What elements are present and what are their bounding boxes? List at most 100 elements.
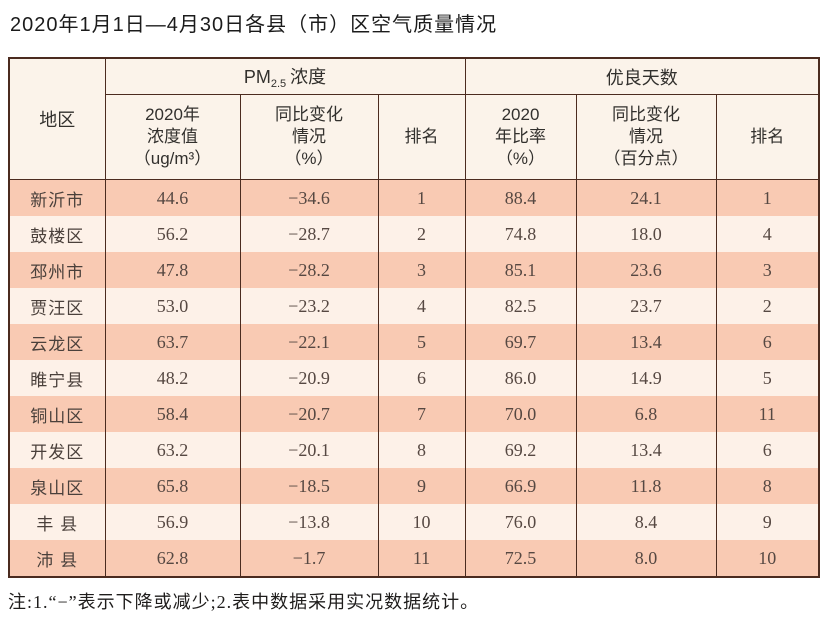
- good-change-cell: 23.6: [575, 252, 717, 288]
- good-rate-column-header: 2020 年比率 （%）: [464, 94, 577, 180]
- pm25-change-cell: −1.7: [239, 540, 379, 577]
- region-cell: 铜山区: [8, 396, 106, 432]
- pm25-value-cell: 58.4: [104, 396, 241, 432]
- good-rank-cell: 4: [715, 216, 820, 252]
- pm25-rank-column-header: 排名: [377, 94, 466, 180]
- air-quality-table: 地区 PM2.5 浓度 优良天数 2020年 浓度值 （ug/m³） 同比变化 情…: [8, 57, 820, 578]
- good-rate-cell: 74.8: [464, 216, 577, 252]
- good-rank-cell: 3: [715, 252, 820, 288]
- good-rank-cell: 1: [715, 179, 820, 216]
- good-change-cell: 6.8: [575, 396, 717, 432]
- pm25-value-cell: 48.2: [104, 360, 241, 396]
- pm25-rank-cell: 9: [377, 468, 466, 504]
- good-rate-cell: 82.5: [464, 288, 577, 324]
- pm25-rank-cell: 3: [377, 252, 466, 288]
- pm25-change-cell: −20.1: [239, 432, 379, 468]
- good-rank-cell: 9: [715, 504, 820, 540]
- pm25-change-cell: −13.8: [239, 504, 379, 540]
- good-rate-cell: 69.7: [464, 324, 577, 360]
- pm25-change-cell: −28.7: [239, 216, 379, 252]
- pm25-value-cell: 62.8: [104, 540, 241, 577]
- good-rate-cell: 85.1: [464, 252, 577, 288]
- region-cell: 贾汪区: [8, 288, 106, 324]
- good-rank-cell: 6: [715, 432, 820, 468]
- good-change-cell: 11.8: [575, 468, 717, 504]
- good-days-group-header: 优良天数: [464, 58, 820, 95]
- good-change-cell: 18.0: [575, 216, 717, 252]
- good-change-cell: 8.0: [575, 540, 717, 577]
- pm25-value-cell: 63.7: [104, 324, 241, 360]
- pm25-change-cell: −28.2: [239, 252, 379, 288]
- good-rank-cell: 10: [715, 540, 820, 577]
- pm25-value-cell: 44.6: [104, 179, 241, 216]
- table-row: 邳州市 47.8 −28.2 3 85.1 23.6 3: [8, 252, 820, 288]
- pm25-label-subscript: 2.5: [270, 78, 287, 90]
- good-rank-cell: 5: [715, 360, 820, 396]
- pm25-rank-cell: 8: [377, 432, 466, 468]
- good-rank-column-header: 排名: [715, 94, 820, 180]
- good-change-cell: 13.4: [575, 324, 717, 360]
- region-cell: 泉山区: [8, 468, 106, 504]
- table-row: 云龙区 63.7 −22.1 5 69.7 13.4 6: [8, 324, 820, 360]
- good-change-cell: 14.9: [575, 360, 717, 396]
- table-row: 贾汪区 53.0 −23.2 4 82.5 23.7 2: [8, 288, 820, 324]
- region-cell: 新沂市: [8, 179, 106, 216]
- pm25-value-cell: 63.2: [104, 432, 241, 468]
- pm25-rank-cell: 10: [377, 504, 466, 540]
- table-row: 铜山区 58.4 −20.7 7 70.0 6.8 11: [8, 396, 820, 432]
- good-rate-cell: 70.0: [464, 396, 577, 432]
- pm25-value-cell: 56.2: [104, 216, 241, 252]
- table-row: 丰 县 56.9 −13.8 10 76.0 8.4 9: [8, 504, 820, 540]
- table-header-sub-row: 2020年 浓度值 （ug/m³） 同比变化 情况 （%） 排名 2020 年比…: [9, 94, 820, 180]
- air-quality-table-wrapper: 地区 PM2.5 浓度 优良天数 2020年 浓度值 （ug/m³） 同比变化 情…: [8, 57, 820, 578]
- pm25-change-cell: −22.1: [239, 324, 379, 360]
- good-rate-cell: 76.0: [464, 504, 577, 540]
- pm25-rank-cell: 5: [377, 324, 466, 360]
- region-cell: 邳州市: [8, 252, 106, 288]
- pm25-rank-cell: 1: [377, 179, 466, 216]
- pm25-rank-cell: 7: [377, 396, 466, 432]
- good-rate-cell: 86.0: [464, 360, 577, 396]
- region-cell: 开发区: [8, 432, 106, 468]
- good-change-cell: 8.4: [575, 504, 717, 540]
- region-cell: 云龙区: [8, 324, 106, 360]
- footnote: 注:1.“−”表示下降或减少;2.表中数据采用实况数据统计。: [8, 592, 480, 612]
- good-rate-cell: 88.4: [464, 179, 577, 216]
- pm25-label-prefix: PM: [243, 67, 271, 87]
- pm25-change-cell: −34.6: [239, 179, 379, 216]
- pm25-rank-cell: 2: [377, 216, 466, 252]
- region-cell: 丰 县: [8, 504, 106, 540]
- good-change-cell: 13.4: [575, 432, 717, 468]
- pm25-value-cell: 47.8: [104, 252, 241, 288]
- pm25-rank-cell: 11: [377, 540, 466, 577]
- pm25-label-suffix: 浓度: [290, 67, 327, 87]
- good-change-column-header: 同比变化 情况 （百分点）: [575, 94, 717, 180]
- good-change-cell: 23.7: [575, 288, 717, 324]
- pm25-value-cell: 65.8: [104, 468, 241, 504]
- pm25-change-cell: −20.9: [239, 360, 379, 396]
- pm25-change-cell: −18.5: [239, 468, 379, 504]
- table-header-group-row: 地区 PM2.5 浓度 优良天数: [8, 58, 820, 180]
- region-cell: 沛 县: [8, 540, 106, 577]
- region-cell: 鼓楼区: [8, 216, 106, 252]
- good-change-cell: 24.1: [575, 179, 717, 216]
- pm25-value-column-header: 2020年 浓度值 （ug/m³）: [104, 94, 241, 180]
- region-column-header: 地区: [8, 58, 106, 180]
- table-row: 开发区 63.2 −20.1 8 69.2 13.4 6: [8, 432, 820, 468]
- good-rank-cell: 6: [715, 324, 820, 360]
- table-row: 新沂市 44.6 −34.6 1 88.4 24.1 1: [8, 179, 820, 216]
- pm25-group-header: PM2.5 浓度: [104, 58, 466, 95]
- pm25-value-cell: 56.9: [104, 504, 241, 540]
- good-rate-cell: 72.5: [464, 540, 577, 577]
- pm25-rank-cell: 6: [377, 360, 466, 396]
- pm25-change-cell: −23.2: [239, 288, 379, 324]
- pm25-value-cell: 53.0: [104, 288, 241, 324]
- table-row: 沛 县 62.8 −1.7 11 72.5 8.0 10: [8, 540, 820, 577]
- pm25-change-column-header: 同比变化 情况 （%）: [239, 94, 379, 180]
- good-rank-cell: 2: [715, 288, 820, 324]
- region-cell: 睢宁县: [8, 360, 106, 396]
- table-row: 泉山区 65.8 −18.5 9 66.9 11.8 8: [8, 468, 820, 504]
- table-row: 鼓楼区 56.2 −28.7 2 74.8 18.0 4: [8, 216, 820, 252]
- pm25-change-cell: −20.7: [239, 396, 379, 432]
- pm25-rank-cell: 4: [377, 288, 466, 324]
